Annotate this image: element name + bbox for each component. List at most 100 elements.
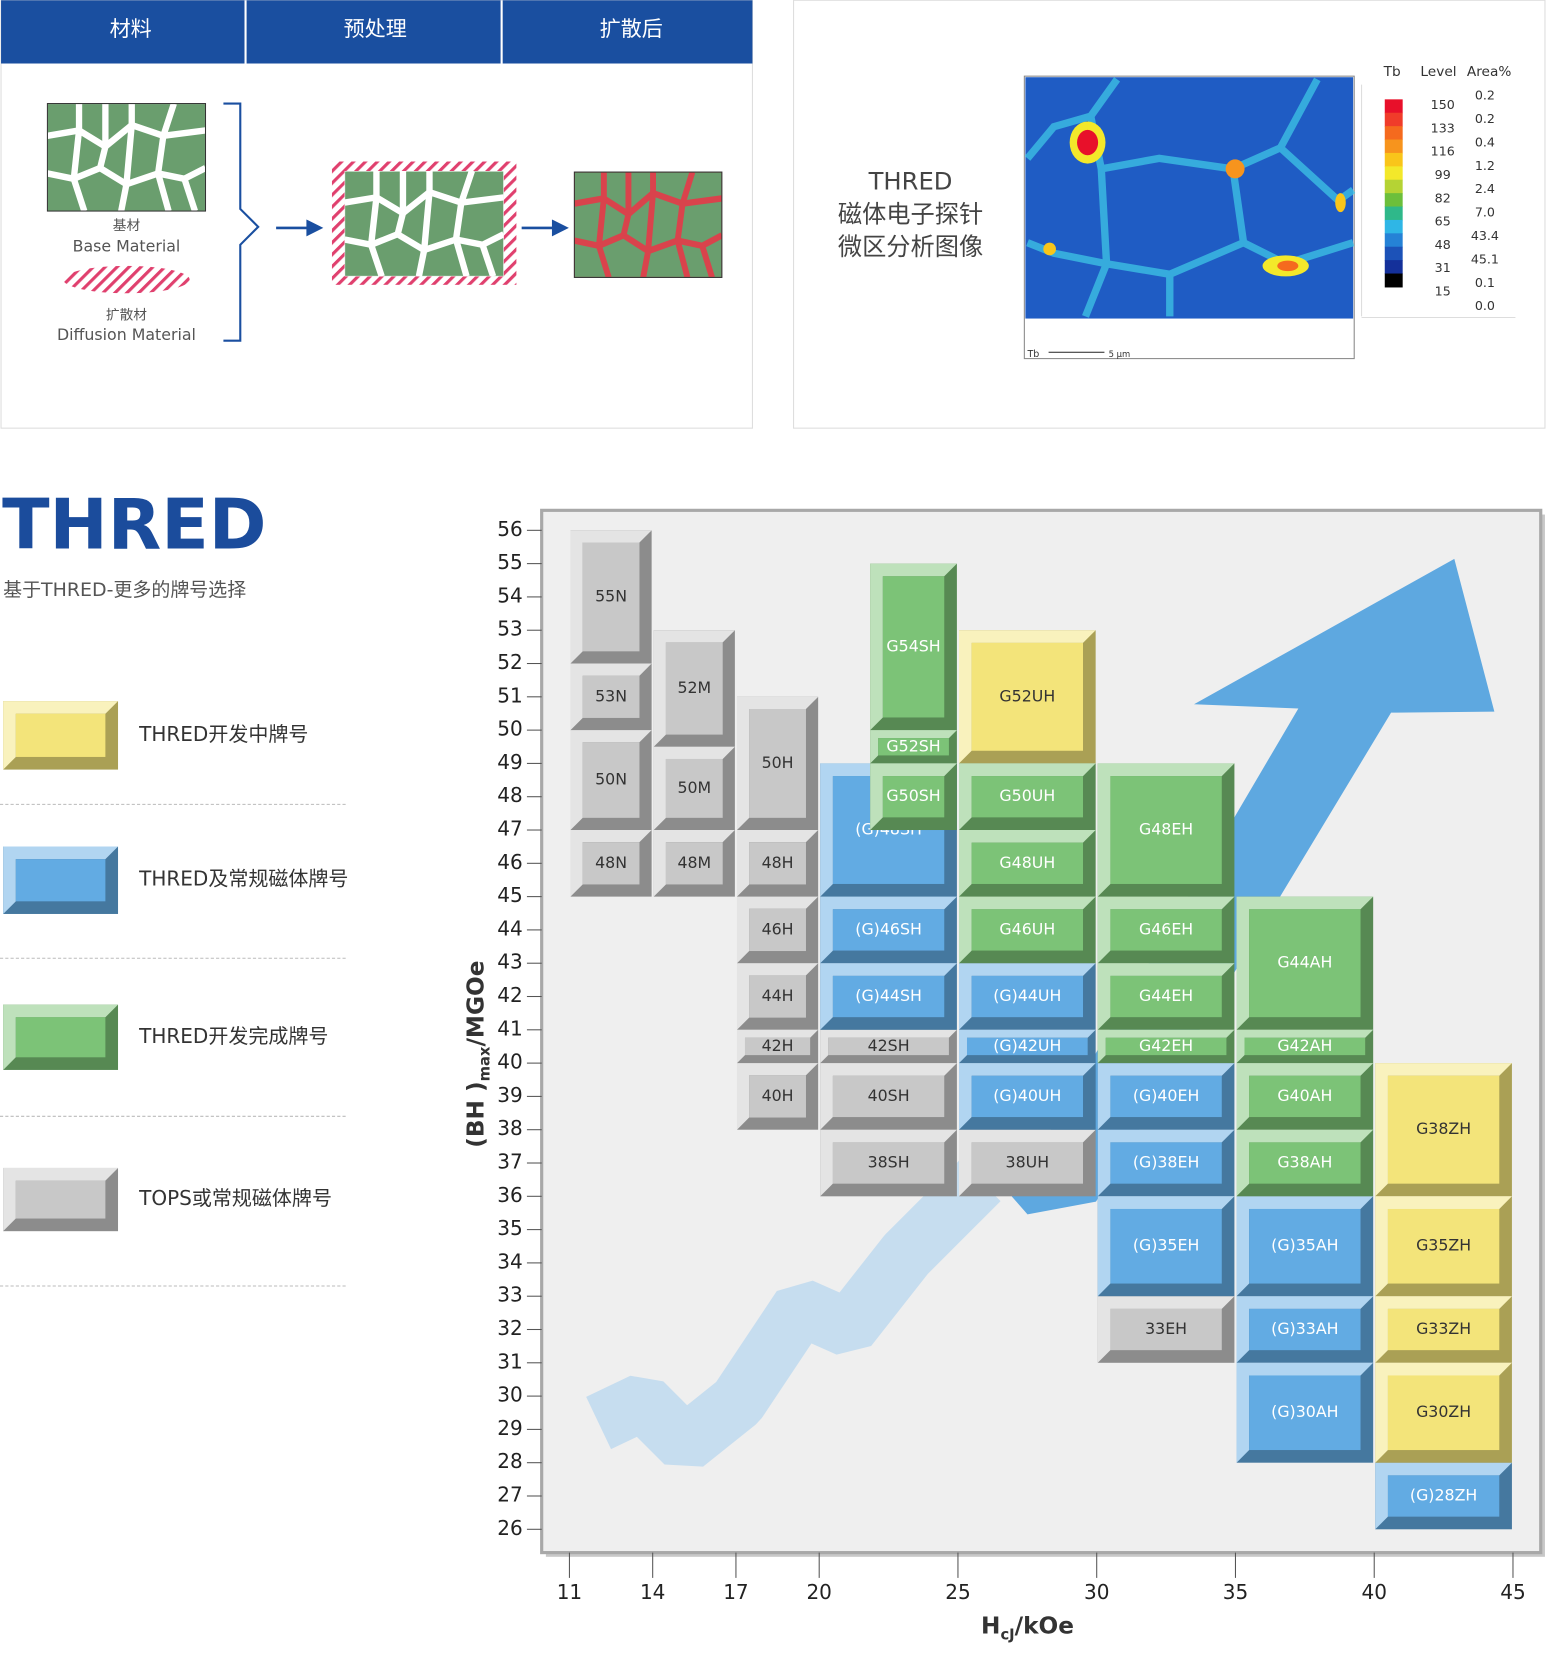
level-label: 31	[1435, 260, 1451, 275]
grade-block-light	[959, 1129, 1096, 1197]
grade-block-face	[882, 576, 945, 718]
grade-block-face	[1387, 1308, 1500, 1351]
grade-label: G44AH	[1277, 953, 1332, 972]
x-tick-label: 11	[557, 1580, 582, 1604]
y-tick-label: 51	[497, 683, 522, 707]
probe-map	[1025, 77, 1354, 319]
grade-block-light	[1097, 896, 1235, 964]
hotspot	[1043, 242, 1056, 256]
grade-block-face	[744, 1037, 811, 1056]
area-label: 0.1	[1475, 275, 1495, 290]
grade-block-light	[736, 1063, 819, 1130]
color-bar-segment	[1384, 273, 1403, 288]
grade-block-light	[820, 1029, 957, 1064]
grade-block-face	[665, 758, 723, 818]
legend-swatch-light	[3, 701, 119, 770]
grade-block-light	[870, 563, 957, 731]
grade-label: G48EH	[1139, 820, 1193, 839]
grade-block-face	[882, 776, 945, 818]
grade-block-light	[820, 1129, 957, 1197]
grade-block-face	[1110, 1075, 1222, 1118]
y-tick-label: 30	[497, 1383, 522, 1407]
grade-block-face	[749, 975, 806, 1018]
grade-block-face	[966, 1037, 1088, 1056]
y-tick-label: 50	[497, 717, 522, 741]
grade-label: (G)44UH	[993, 986, 1061, 1005]
y-tick-label: 44	[497, 916, 522, 940]
color-bar-segment	[1384, 112, 1403, 127]
area-label: 43.4	[1471, 228, 1499, 243]
area-label: 1.2	[1475, 158, 1495, 173]
color-bar-segment	[1384, 99, 1403, 114]
color-bar-segment	[1384, 246, 1403, 261]
grade-label: (G)38EH	[1133, 1153, 1200, 1172]
probe-legend: Tb Level Area% 150 133 116 99 82 65 48 31 15 0.2 0.2 0…	[1383, 64, 1512, 313]
grade-block-face	[1110, 975, 1222, 1018]
grade-label: G42AH	[1277, 1036, 1332, 1055]
grade-block-face	[971, 909, 1084, 951]
grade-block-face	[1249, 1208, 1361, 1284]
grade-label: G38ZH	[1416, 1119, 1471, 1138]
grade-label: G30ZH	[1416, 1402, 1471, 1421]
grade-label: 40SH	[868, 1086, 910, 1105]
y-tick-label: 27	[497, 1482, 522, 1506]
y-axis-label: (BH )max/MGOe	[462, 961, 493, 1148]
grade-label: G46UH	[999, 919, 1055, 938]
grade-block-face	[1110, 909, 1222, 951]
grade-block-light	[1375, 1196, 1512, 1297]
x-tick-label: 14	[640, 1580, 665, 1604]
grade-block-light	[1236, 1029, 1374, 1064]
y-tick-label: 29	[497, 1416, 522, 1440]
y-tick-label: 38	[497, 1116, 522, 1140]
base-material-image	[47, 104, 205, 211]
grade-block-light	[570, 663, 652, 731]
tab-label: 扩散后	[600, 16, 663, 41]
probe-title: 磁体电子探针	[838, 200, 983, 228]
y-tick-label: 47	[497, 817, 522, 841]
y-tick-label: 49	[497, 750, 522, 774]
y-tick-label: 36	[497, 1183, 522, 1207]
x-axis-label-unit: /kOe	[1015, 1612, 1074, 1639]
level-label: 15	[1435, 283, 1451, 298]
grade-block-light	[736, 696, 819, 831]
grade-block-face	[971, 642, 1084, 751]
grade-block-light	[870, 763, 957, 831]
grade-block-light	[653, 830, 735, 897]
color-bar-segment	[1384, 166, 1403, 181]
grade-label: 38SH	[868, 1153, 910, 1172]
grade-block-face	[749, 708, 806, 818]
legend-label: THRED开发中牌号	[138, 722, 308, 746]
y-tick-label: 37	[497, 1150, 522, 1174]
grade-label: (G)30AH	[1271, 1402, 1338, 1421]
grade-block-face	[582, 842, 640, 885]
caption: Diffusion Material	[57, 325, 196, 344]
color-bar-segment	[1384, 139, 1403, 154]
grade-block-light	[736, 1029, 819, 1064]
area-label: 45.1	[1471, 251, 1499, 266]
y-tick-label: 41	[497, 1016, 522, 1040]
y-axis-label-unit: /MGOe	[462, 961, 489, 1047]
level-label: 48	[1435, 237, 1451, 252]
grade-label: G50SH	[886, 786, 940, 805]
legend-header: Level	[1420, 64, 1456, 80]
grade-label: (G)44SH	[855, 986, 922, 1005]
grade-block-face	[1110, 1208, 1222, 1284]
grade-block-face	[832, 975, 945, 1018]
grade-block-light	[570, 830, 652, 897]
y-tick-label: 32	[497, 1316, 522, 1340]
grade-label: 50H	[762, 753, 794, 772]
grade-block-light	[1097, 1196, 1235, 1297]
x-axis-label: HcJ/kOe	[981, 1612, 1074, 1643]
grade-label: (G)33AH	[1271, 1319, 1338, 1338]
grade-block-light	[1236, 1362, 1374, 1463]
grade-block-face	[1110, 1308, 1222, 1351]
grade-block-light	[736, 963, 819, 1030]
grade-label: 50N	[595, 770, 627, 789]
grade-label: G54SH	[886, 636, 940, 655]
x-tick-label: 35	[1223, 1580, 1248, 1604]
grade-block-face	[971, 975, 1084, 1018]
grade-block-light	[1097, 1129, 1235, 1197]
level-label: 116	[1431, 144, 1455, 159]
